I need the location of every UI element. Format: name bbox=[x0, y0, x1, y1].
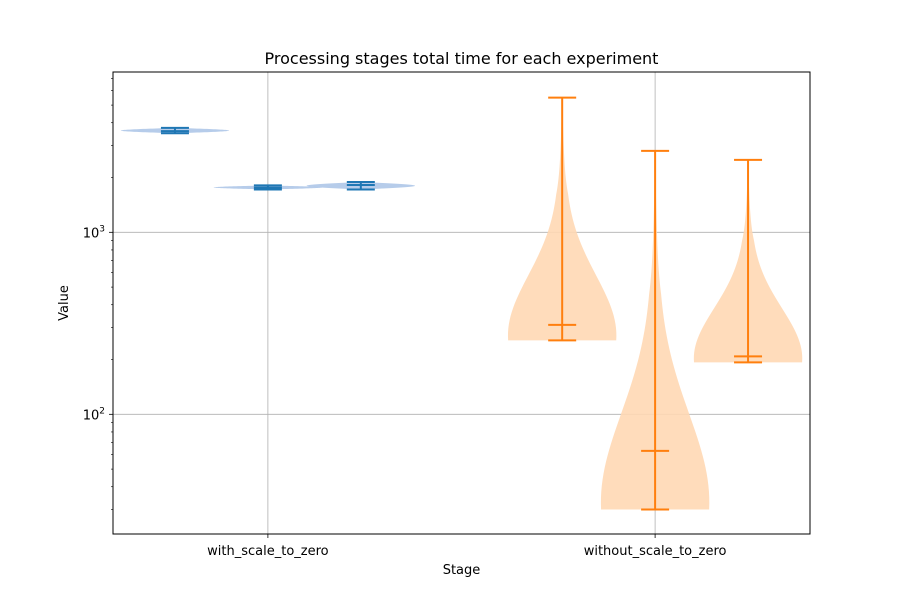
plot-frame bbox=[112, 71, 811, 535]
y-axis-label: Value bbox=[57, 285, 72, 321]
chart-title: Processing stages total time for each ex… bbox=[265, 49, 659, 68]
violins bbox=[120, 96, 803, 511]
y-tick-label: 102 bbox=[83, 406, 105, 423]
x-tick-label: with_scale_to_zero bbox=[207, 544, 329, 559]
x-tick-label: without_scale_to_zero bbox=[584, 544, 727, 559]
grid-lines bbox=[113, 72, 810, 534]
ticks: with_scale_to_zero without_scale_to_zero 1… bbox=[83, 78, 727, 559]
y-tick-label: 103 bbox=[83, 224, 105, 241]
x-axis-label: Stage bbox=[443, 563, 481, 578]
